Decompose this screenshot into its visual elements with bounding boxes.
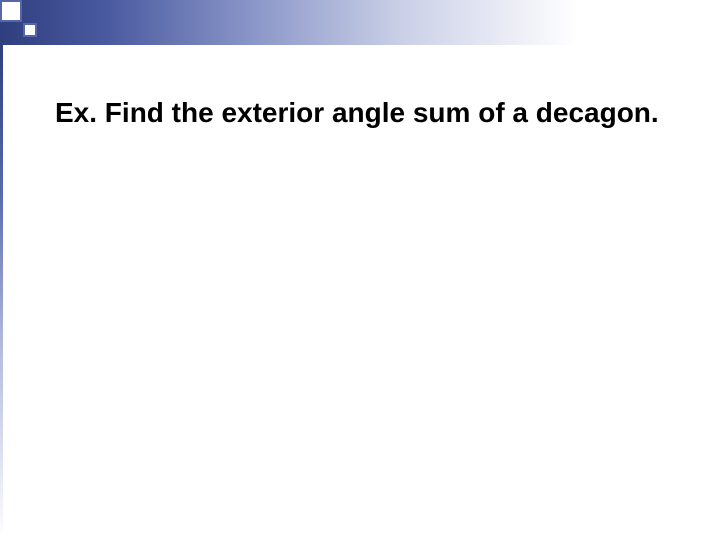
decorative-square-large xyxy=(0,0,22,22)
decorative-square-small xyxy=(23,23,37,37)
slide-heading: Ex. Find the exterior angle sum of a dec… xyxy=(55,95,690,131)
slide-content: Ex. Find the exterior angle sum of a dec… xyxy=(55,95,690,131)
left-gradient-border xyxy=(0,45,3,540)
header-gradient-bar xyxy=(0,0,720,45)
